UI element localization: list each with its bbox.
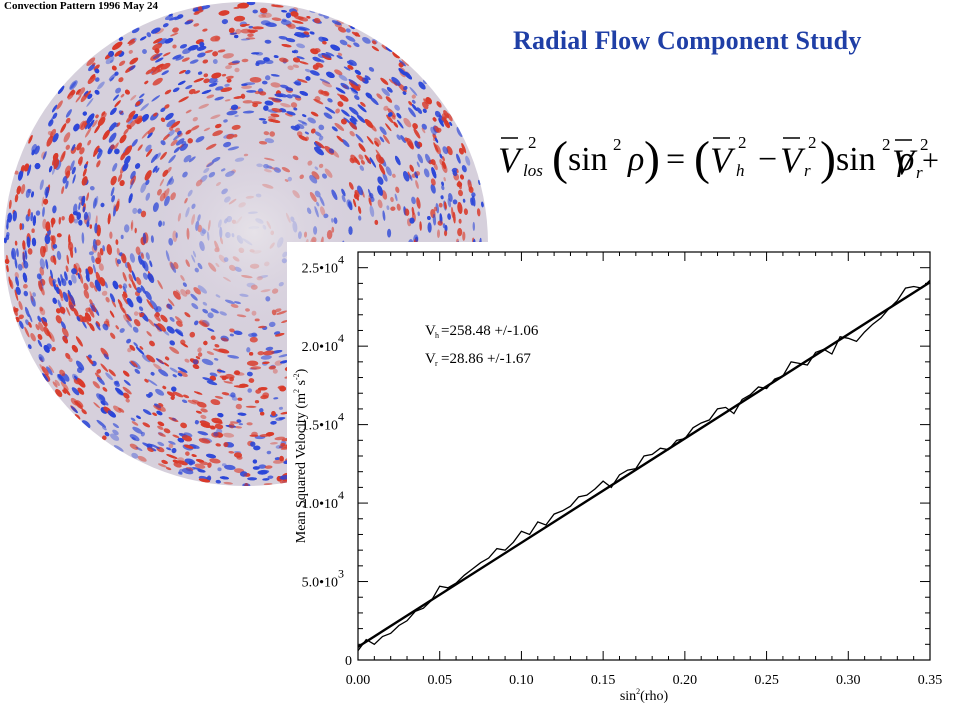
- x-tick-label: 0.25: [754, 673, 779, 688]
- annotation-vh: V h =258.48 +/-1.06: [425, 323, 539, 340]
- y-tick-label: 0: [345, 654, 352, 669]
- y-tick-label: 5.0•103: [302, 567, 344, 591]
- x-axis-ticks: 0.00 0.05 0.10 0.15 0.20 0.25 0.30 0.35: [346, 252, 943, 688]
- eq-equals: =: [666, 141, 685, 178]
- eq-vr2-sub: r: [916, 163, 923, 182]
- eq-minus: −: [758, 141, 777, 178]
- eq-paren-open-1: (: [552, 132, 568, 185]
- y-tick-label: 1.0•104: [302, 488, 344, 512]
- eq-vlos-symbol: V: [498, 140, 524, 180]
- eq-vr-symbol: V: [780, 140, 806, 180]
- eq-sin-sup-1: 2: [613, 135, 622, 154]
- annotation-vr-sub: r: [435, 359, 438, 368]
- x-tick-label: 0.30: [836, 673, 861, 688]
- eq-paren-close-2: ): [820, 132, 836, 185]
- y-tick-label: 1.5•104: [302, 410, 344, 434]
- fit-line: [357, 281, 931, 648]
- y-axis-label: Mean Squared Velocity (m2 s-2): [292, 368, 309, 543]
- data-line: [357, 279, 931, 651]
- eq-vh-sup: 2: [738, 133, 747, 152]
- eq-sin-2: sin: [836, 141, 876, 178]
- eq-vr2-symbol: V: [892, 142, 918, 182]
- x-tick-label: 0.10: [509, 673, 534, 688]
- y-axis-ticks: 0 5.0•103 1.0•104 1.5•104 2.0•104 2.5•104: [302, 253, 930, 669]
- eq-vr-sub: r: [804, 161, 811, 180]
- annotation-vh-text: =258.48 +/-1.06: [441, 323, 539, 339]
- eq-rho-2: ρ: [897, 141, 914, 178]
- y-tick-label: 2.5•104: [302, 253, 344, 277]
- annotation-vh-symbol: V: [425, 323, 436, 339]
- eq-vh-sub: h: [736, 161, 745, 180]
- slide-title: Radial Flow Component Study: [513, 26, 862, 55]
- annotation-vr-symbol: V: [425, 351, 436, 367]
- eq-plus: +: [922, 144, 939, 177]
- eq-vr2-sup: 2: [920, 135, 929, 154]
- x-tick-label: 0.00: [346, 673, 371, 688]
- annotation-vr-text: =28.86 +/-1.67: [441, 351, 531, 367]
- x-tick-label: 0.05: [427, 673, 452, 688]
- radial-flow-equation: V los 2 ( sin 2 ρ ) = ( V h 2 − V r 2 ) …: [498, 122, 948, 186]
- x-tick-label: 0.15: [591, 673, 616, 688]
- x-axis-label: sin2(rho): [620, 687, 669, 704]
- disk-image-title: Convection Pattern 1996 May 24: [4, 0, 158, 12]
- equation-tail: V r 2: [888, 132, 954, 188]
- eq-sin-1: sin: [568, 141, 608, 178]
- y-tick-label: 2.0•104: [302, 331, 344, 355]
- eq-vr-sup: 2: [808, 133, 817, 152]
- plot-series: [357, 279, 931, 651]
- x-tick-label: 0.20: [673, 673, 698, 688]
- velocity-plot: 0.00 0.05 0.10 0.15 0.20 0.25 0.30 0.35 0 5.0•10…: [287, 242, 960, 708]
- eq-rho-1: ρ: [627, 141, 644, 178]
- velocity-chart: 0.00 0.05 0.10 0.15 0.20 0.25 0.30 0.35 0 5.0•10…: [292, 251, 943, 704]
- eq-vlos-sup: 2: [528, 133, 537, 152]
- x-tick-label: 0.35: [918, 673, 943, 688]
- eq-vlos-sub: los: [523, 161, 543, 180]
- eq-paren-open-2: (: [694, 132, 710, 185]
- annotation-vh-sub: h: [435, 331, 439, 340]
- annotation-vr: V r =28.86 +/-1.67: [425, 351, 531, 368]
- eq-sin-sup-2: 2: [882, 135, 891, 154]
- eq-vh-symbol: V: [710, 140, 736, 180]
- eq-paren-close-1: ): [644, 132, 660, 185]
